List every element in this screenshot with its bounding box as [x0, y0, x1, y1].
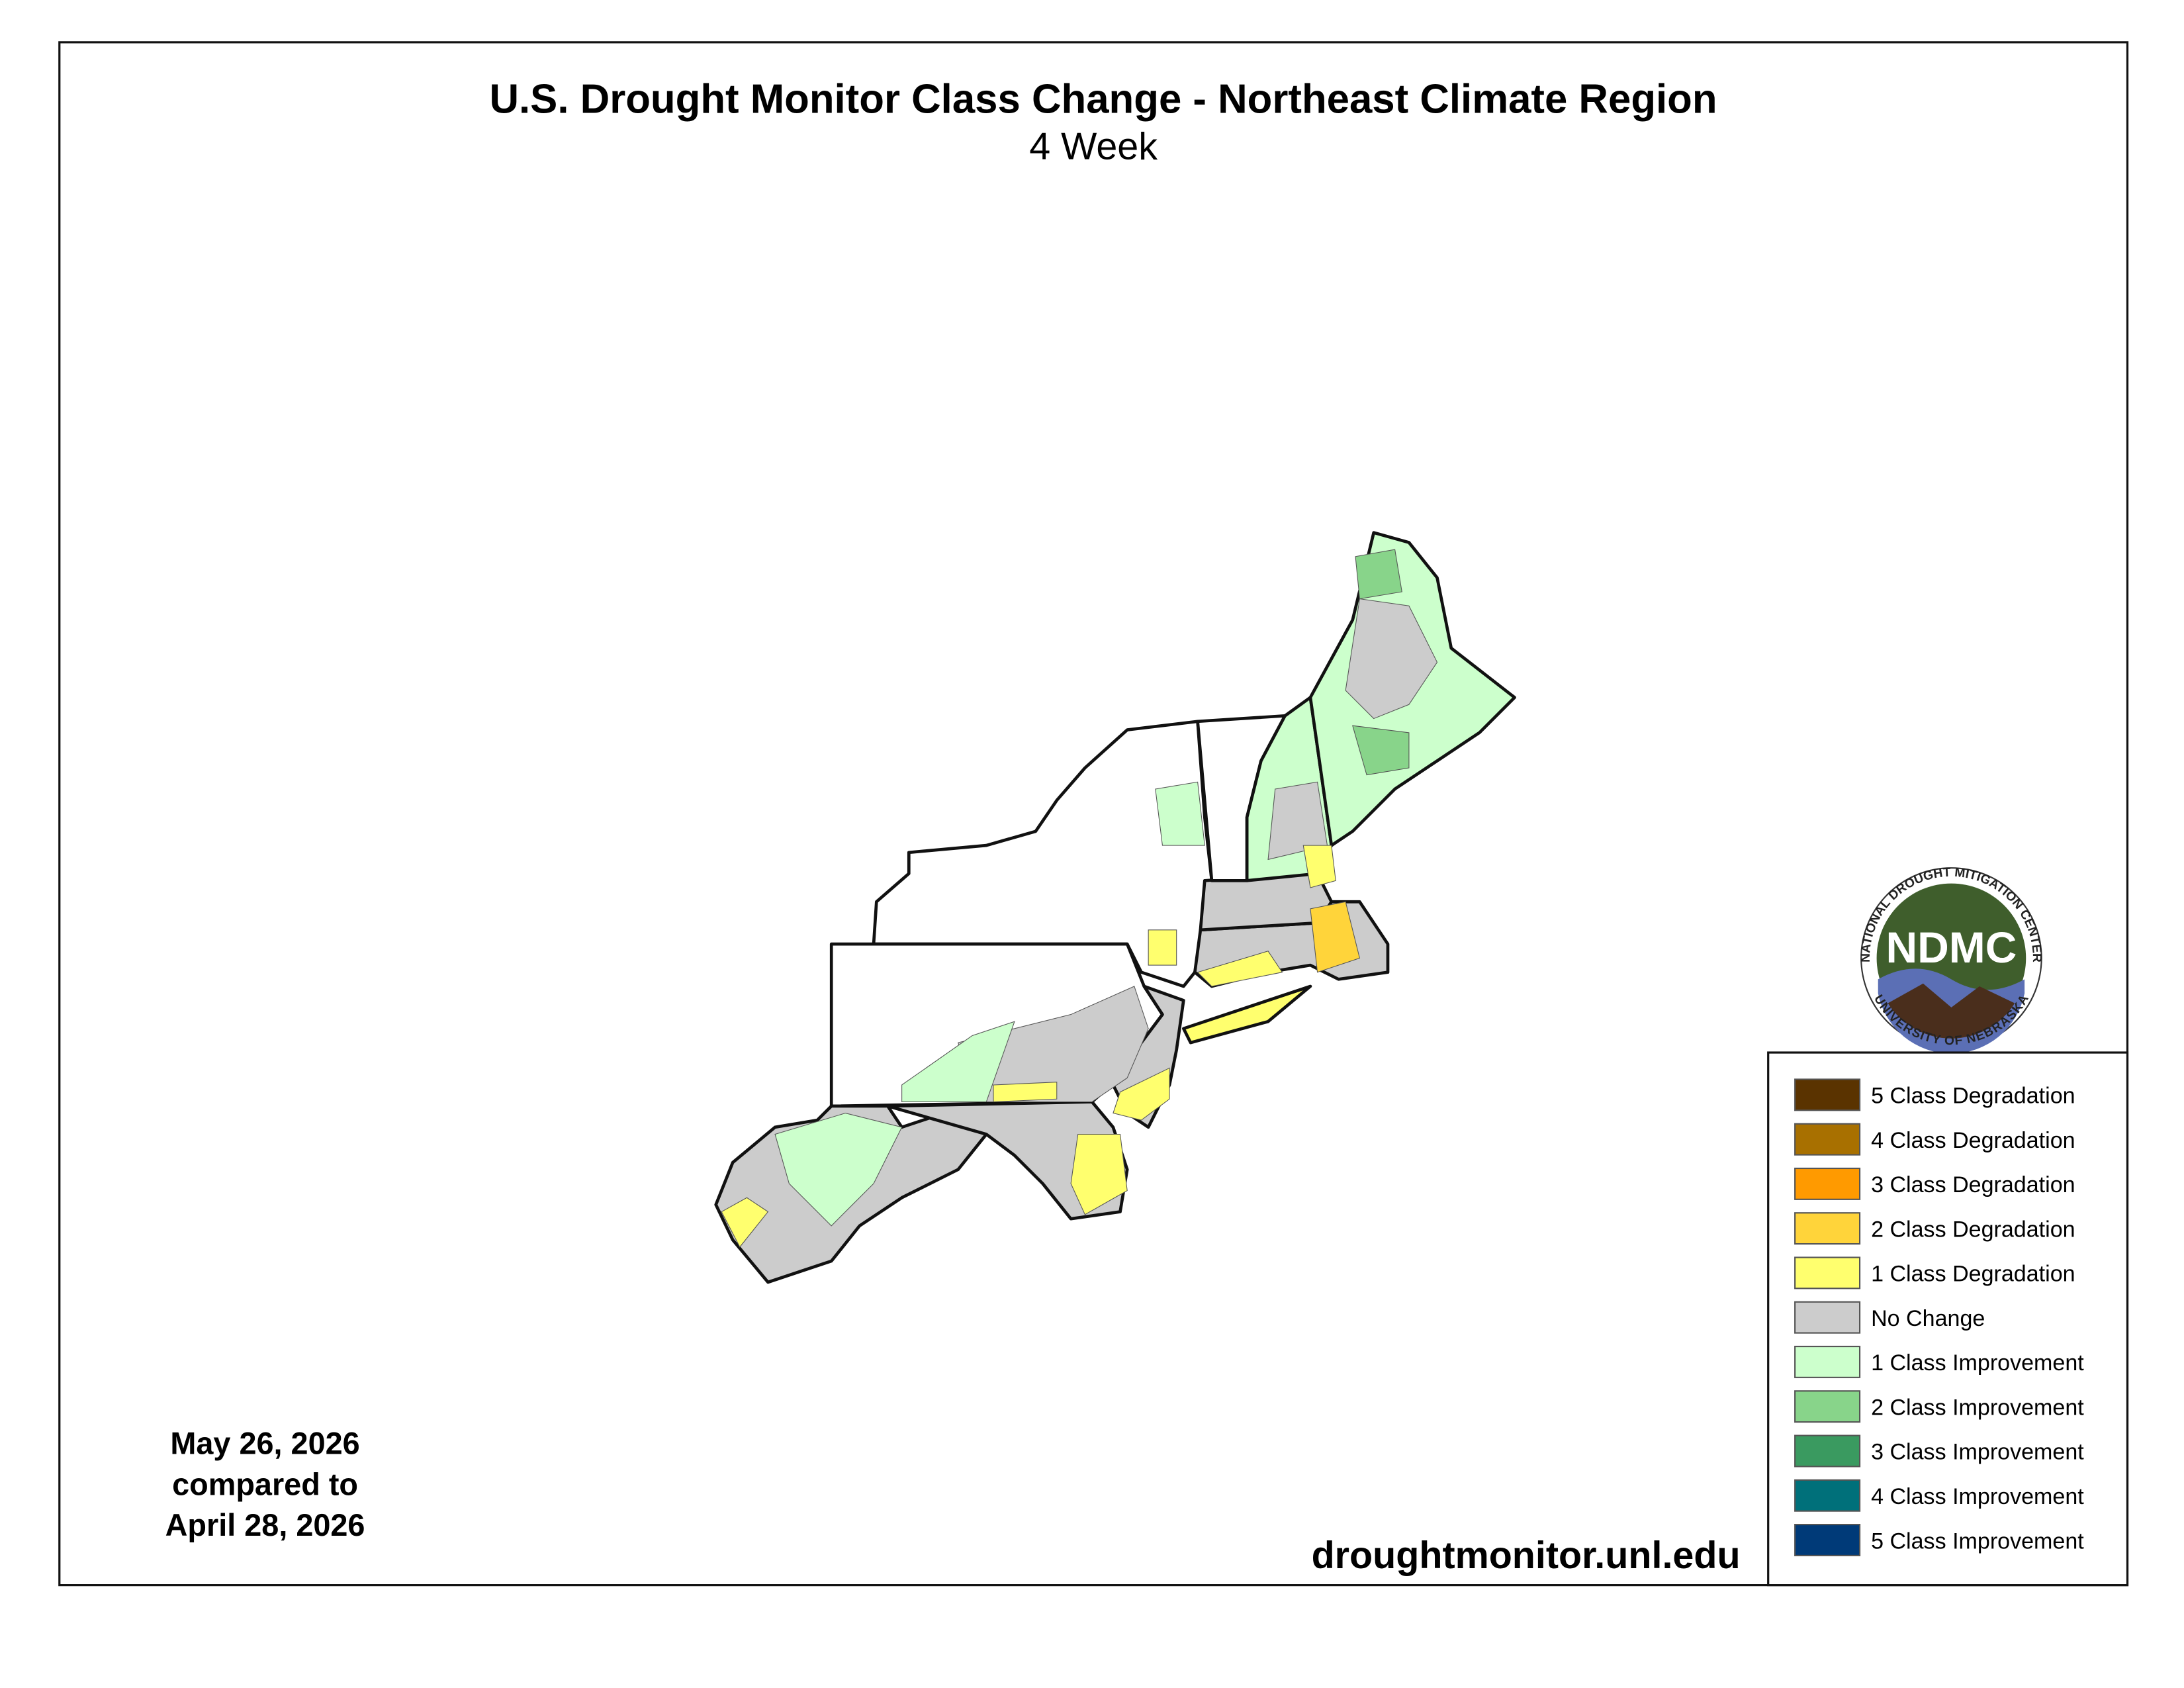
ny-south-degradation — [1148, 929, 1177, 966]
legend-label: No Change — [1871, 1306, 1985, 1331]
legend-swatch — [1794, 1256, 1861, 1289]
pa-improvement — [901, 1021, 1015, 1103]
legend-swatch — [1794, 1345, 1861, 1378]
ct-degradation — [1197, 951, 1283, 987]
nj-degradation — [1113, 1067, 1170, 1121]
legend-label: 4 Class Improvement — [1871, 1484, 2084, 1509]
legend-label: 2 Class Improvement — [1871, 1395, 2084, 1420]
legend-swatch — [1794, 1479, 1861, 1512]
legend-swatch — [1794, 1212, 1861, 1245]
nh-one-class-degradation — [1302, 845, 1336, 888]
legend-swatch — [1794, 1078, 1861, 1111]
legend-swatch — [1794, 1301, 1861, 1334]
title: U.S. Drought Monitor Class Change - Nort… — [489, 76, 1717, 122]
date-line: compared to — [172, 1467, 358, 1501]
date-line: April 28, 2026 — [165, 1508, 365, 1542]
legend-label: 1 Class Improvement — [1871, 1350, 2084, 1376]
ny-east-improvement — [1155, 781, 1205, 846]
date-line: May 26, 2026 — [170, 1427, 359, 1461]
legend-label: 4 Class Degradation — [1871, 1128, 2075, 1153]
maine-no-change — [1345, 598, 1438, 720]
legend-label: 3 Class Degradation — [1871, 1172, 2075, 1197]
subtitle: 4 Week — [1029, 126, 1158, 168]
legend-swatch — [1794, 1123, 1861, 1156]
long-island — [1182, 984, 1312, 1045]
legend-label: 5 Class Improvement — [1871, 1528, 2084, 1554]
maryland-delaware — [886, 1100, 1129, 1221]
pa-degradation — [993, 1082, 1058, 1103]
legend-label: 2 Class Degradation — [1871, 1217, 2075, 1242]
date-block: May 26, 2026 compared to April 28, 2026 — [165, 1427, 365, 1542]
logo-acronym: NDMC — [1886, 923, 2017, 972]
legend: 5 Class Degradation 4 Class Degradation 3 … — [1794, 1078, 2084, 1556]
legend-swatch — [1794, 1434, 1861, 1468]
pa-no-change — [958, 986, 1149, 1103]
legend-label: 3 Class Improvement — [1871, 1440, 2084, 1465]
ndmc-logo: NDMC NATIONAL DROUGHT MITIGATION CENTER … — [1859, 866, 2044, 1054]
maine-coast-two-class — [1352, 725, 1410, 776]
legend-swatch — [1794, 1390, 1861, 1423]
change-areas — [721, 549, 1438, 1248]
legend-label: 1 Class Degradation — [1871, 1262, 2075, 1287]
logo-ground — [1888, 983, 2015, 1039]
maine-two-class — [1355, 549, 1402, 600]
legend-swatch — [1794, 1167, 1861, 1200]
legend-swatch — [1794, 1524, 1861, 1556]
wv-degradation — [721, 1197, 769, 1248]
delmarva-degradation — [1070, 1133, 1128, 1215]
ma-two-class-degradation — [1310, 901, 1361, 973]
website: droughtmonitor.unl.edu — [1312, 1534, 1741, 1577]
legend-label: 5 Class Degradation — [1871, 1084, 2075, 1109]
wv-improvement — [774, 1113, 903, 1227]
